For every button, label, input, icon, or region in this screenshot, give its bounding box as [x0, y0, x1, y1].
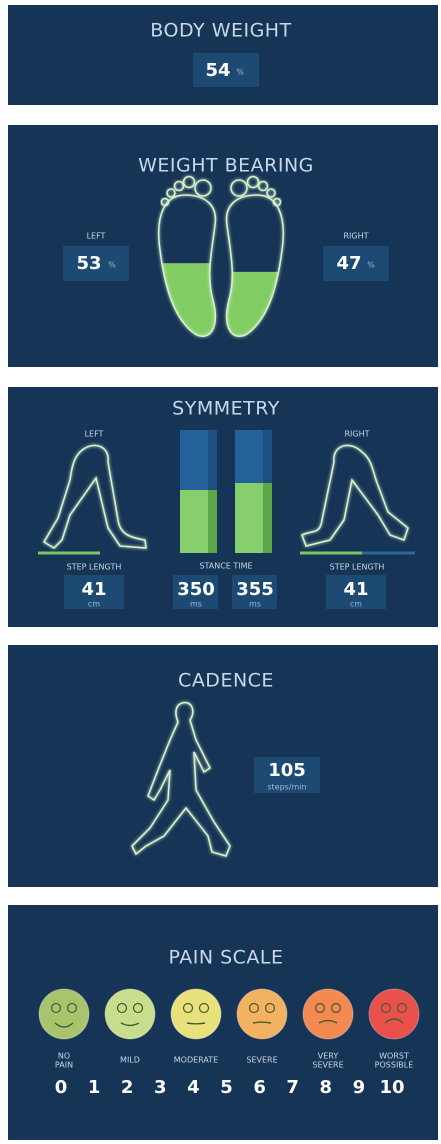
face [171, 989, 221, 1039]
value: 350 [177, 579, 215, 600]
label: LEFT [85, 430, 104, 439]
label: STEP LENGTH [67, 563, 122, 572]
title: CADENCE [178, 670, 274, 692]
mouth [253, 1022, 271, 1023]
value: 105 [268, 760, 306, 781]
scale-number: 6 [253, 1077, 266, 1098]
title: BODY WEIGHT [150, 20, 291, 42]
value: 54 [205, 60, 230, 81]
value: 53 [76, 253, 101, 274]
face [303, 989, 353, 1039]
face-label: POSSIBLE [375, 1061, 414, 1070]
title: PAIN SCALE [168, 947, 283, 969]
value: 41 [343, 579, 368, 600]
scale-number: 1 [88, 1077, 101, 1098]
scale-number: 10 [379, 1077, 404, 1098]
unit: % [236, 68, 244, 77]
face-label: VERY [318, 1052, 339, 1061]
label: RIGHT [344, 430, 369, 439]
title: WEIGHT BEARING [138, 155, 314, 177]
face-label: SEVERE [312, 1061, 343, 1070]
face-label: MODERATE [174, 1056, 218, 1065]
label: RIGHT [343, 232, 368, 241]
dashboard: BODY WEIGHT 54 % WEIGHT BEARING LEFT 53 … [0, 0, 441, 1144]
face [105, 989, 155, 1039]
face-label: PAIN [55, 1061, 73, 1070]
scale-number: 2 [121, 1077, 134, 1098]
face-label: NO [58, 1052, 70, 1061]
mouth [187, 1023, 205, 1024]
scale-number: 7 [286, 1077, 299, 1098]
face [39, 989, 89, 1039]
face-label: WORST [379, 1052, 409, 1061]
unit: % [108, 261, 116, 270]
label: LEFT [87, 232, 106, 241]
scale-number: 5 [220, 1077, 233, 1098]
unit: ms [190, 600, 202, 609]
title: SYMMETRY [172, 398, 280, 420]
face [237, 989, 287, 1039]
face-label: MILD [120, 1056, 140, 1065]
unit: % [367, 261, 375, 270]
value: 41 [81, 579, 106, 600]
label: STANCE TIME [199, 562, 252, 571]
scale-number: 9 [353, 1077, 366, 1098]
label: STEP LENGTH [330, 563, 385, 572]
value: 355 [236, 579, 274, 600]
unit: steps/min [267, 783, 306, 792]
scale-number: 0 [55, 1077, 68, 1098]
scale-number: 4 [187, 1077, 200, 1098]
unit: cm [350, 600, 362, 609]
unit: cm [88, 600, 100, 609]
face-label: SEVERE [246, 1056, 277, 1065]
unit: ms [249, 600, 261, 609]
scale-number: 3 [154, 1077, 167, 1098]
face [369, 989, 419, 1039]
scale-number: 8 [320, 1077, 333, 1098]
value: 47 [336, 253, 361, 274]
